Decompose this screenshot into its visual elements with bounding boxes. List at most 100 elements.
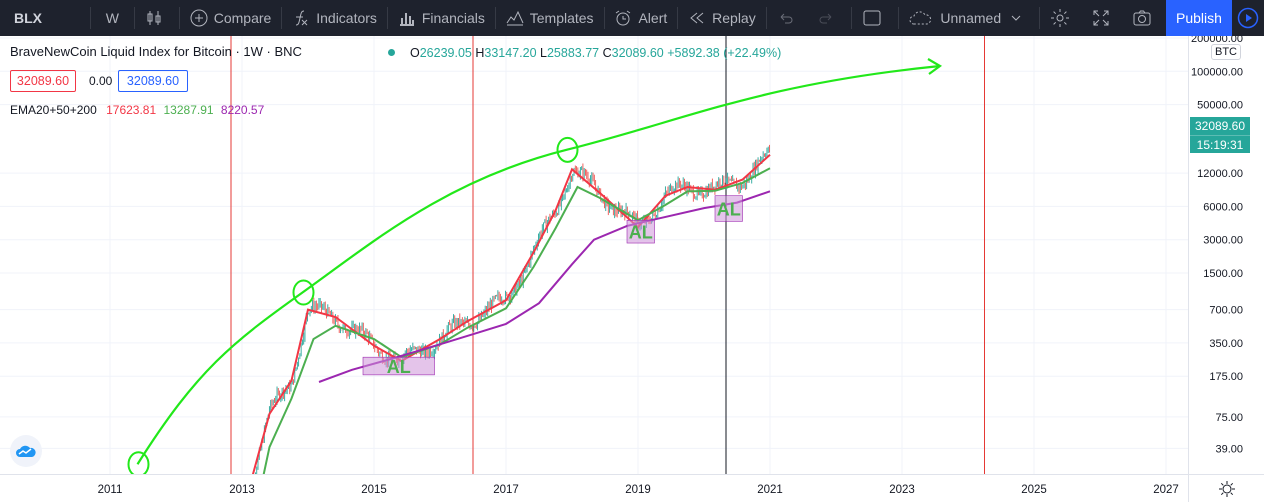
time-tick-label: 2023 — [889, 484, 915, 496]
ema20-value: 17623.81 — [106, 103, 157, 117]
toolbar-divider — [765, 7, 767, 29]
gear-icon — [1051, 9, 1069, 27]
ema-line-ema20 — [251, 153, 771, 474]
chart-title: BraveNewCoin Liquid Index for Bitcoin · … — [10, 44, 302, 59]
accumulation-zone-label: AL — [387, 357, 411, 377]
indicators-label: Indicators — [316, 10, 377, 26]
cloud-icon — [909, 11, 932, 25]
accumulation-zone-box — [714, 195, 743, 222]
expand-icon — [1093, 10, 1109, 26]
symbol-search-button[interactable]: BLX — [14, 10, 42, 26]
change-value: +5892.38 (+22.49%) — [667, 46, 782, 60]
time-tick-label: 2027 — [1153, 484, 1179, 496]
settings-button[interactable] — [1042, 0, 1084, 36]
compare-button[interactable]: Compare — [182, 0, 280, 36]
bar-countdown: 15:19:31 — [1190, 135, 1250, 154]
top-toolbar: BLX W Compare Indicators Financials Temp… — [0, 0, 1264, 36]
close-key: C — [602, 46, 612, 60]
redo-icon — [819, 13, 831, 24]
price-tick-label: 1500.00 — [1203, 268, 1243, 280]
time-tick-label: 2013 — [229, 484, 255, 496]
low-value: 25883.77 — [546, 46, 600, 60]
price-tick-label: 39.00 — [1215, 443, 1243, 455]
replay-label: Replay — [712, 10, 756, 26]
low-key: L — [540, 46, 547, 60]
open-key: O — [410, 46, 420, 60]
cycle-top-circle — [556, 136, 579, 163]
price-tick-label: 12000.00 — [1197, 168, 1243, 180]
high-value: 33147.20 — [484, 46, 537, 60]
indicators-button[interactable]: Indicators — [284, 0, 385, 36]
buy-price-box[interactable]: 32089.60 — [118, 70, 188, 92]
snapshot-button[interactable] — [1124, 0, 1166, 36]
toolbar-divider — [677, 7, 679, 29]
price-tick-label: 75.00 — [1215, 412, 1243, 424]
time-tick-label: 2017 — [493, 484, 519, 496]
time-tick-label: 2021 — [757, 484, 783, 496]
sell-price-box[interactable]: 32089.60 — [10, 70, 76, 92]
ema-line-ema200 — [318, 190, 771, 383]
toolbar-divider — [386, 7, 388, 29]
templates-button[interactable]: Templates — [498, 0, 602, 36]
ohlc-readout: O26239.05 H33147.20 L25883.77 C32089.60 … — [410, 46, 781, 60]
ema-line-ema50 — [262, 167, 771, 474]
currency-tag[interactable]: BTC — [1211, 44, 1241, 60]
price-chart[interactable]: AL AL AL — [0, 36, 1188, 474]
cycle-lines — [230, 36, 985, 474]
templates-label: Templates — [529, 10, 594, 26]
time-tick-label: 2025 — [1021, 484, 1047, 496]
templates-icon — [506, 10, 524, 26]
price-tick-label: 200000.00 — [1191, 36, 1243, 45]
chart-settings-corner[interactable] — [1188, 474, 1264, 502]
ema-indicator-name: EMA20+50+200 — [10, 103, 97, 117]
trend-curve-line — [136, 64, 941, 465]
time-axis-labels: 2011 2013 2015 2017 2019 2021 2023 2025 2027 — [98, 484, 1179, 496]
chart-grid — [0, 36, 1188, 474]
toolbar-divider — [850, 7, 852, 29]
financials-button[interactable]: Financials — [390, 0, 493, 36]
redo-button[interactable] — [809, 0, 849, 36]
accumulation-zone-label: AL — [629, 223, 653, 243]
replay-button[interactable]: Replay — [680, 0, 764, 36]
market-status-dot — [388, 49, 395, 56]
tradingview-logo[interactable] — [10, 435, 42, 467]
interval-button[interactable]: W — [105, 10, 119, 26]
time-tick-label: 2011 — [98, 484, 123, 496]
price-tick-label: 175.00 — [1209, 371, 1243, 383]
undo-button[interactable] — [769, 0, 809, 36]
toolbar-divider — [133, 7, 135, 29]
price-axis-labels: 200000.00 100000.00 50000.00 12000.00 6000.0… — [1191, 36, 1243, 455]
candles-icon — [147, 11, 161, 25]
toolbar-divider — [1039, 7, 1040, 29]
price-tick-label: 50000.00 — [1197, 100, 1243, 112]
function-icon — [296, 10, 308, 26]
time-axis[interactable]: 2011 2013 2015 2017 2019 2021 2023 2025 2027 — [0, 474, 1188, 502]
last-price-value: 32089.60 — [1194, 119, 1246, 133]
accumulation-zone-label: AL — [717, 200, 741, 220]
publish-button[interactable]: Publish — [1166, 0, 1232, 36]
ema200-value: 8220.57 — [220, 103, 265, 117]
chart-style-button[interactable] — [137, 0, 177, 36]
ema-legend[interactable]: EMA20+50+200 17623.81 13287.91 8220.57 — [10, 103, 264, 117]
accumulation-zones: AL AL AL — [362, 195, 743, 377]
price-tick-label: 3000.00 — [1203, 235, 1243, 247]
price-tick-label: 350.00 — [1209, 338, 1243, 350]
open-value: 26239.05 — [419, 46, 472, 60]
price-axis[interactable]: 200000.00 100000.00 50000.00 12000.00 6000.0… — [1188, 36, 1264, 474]
layout-name: Unnamed — [940, 10, 1002, 26]
fullscreen-layout-button[interactable] — [854, 0, 896, 36]
toolbar-divider — [89, 7, 91, 29]
chart-pane[interactable]: AL AL AL — [0, 36, 1188, 474]
compare-label: Compare — [213, 10, 272, 26]
toolbar-divider — [897, 7, 899, 29]
toolbar-divider — [494, 7, 496, 29]
alert-button[interactable]: Alert — [606, 0, 675, 36]
fullscreen-button[interactable] — [1084, 0, 1124, 36]
time-tick-label: 2015 — [361, 484, 387, 496]
layout-menu-button[interactable]: Unnamed — [900, 0, 1037, 36]
play-button[interactable] — [1231, 0, 1264, 36]
camera-icon — [1133, 10, 1151, 26]
spread-value: 0.00 — [89, 74, 113, 88]
toolbar-divider — [281, 7, 283, 29]
high-key: H — [475, 46, 485, 60]
